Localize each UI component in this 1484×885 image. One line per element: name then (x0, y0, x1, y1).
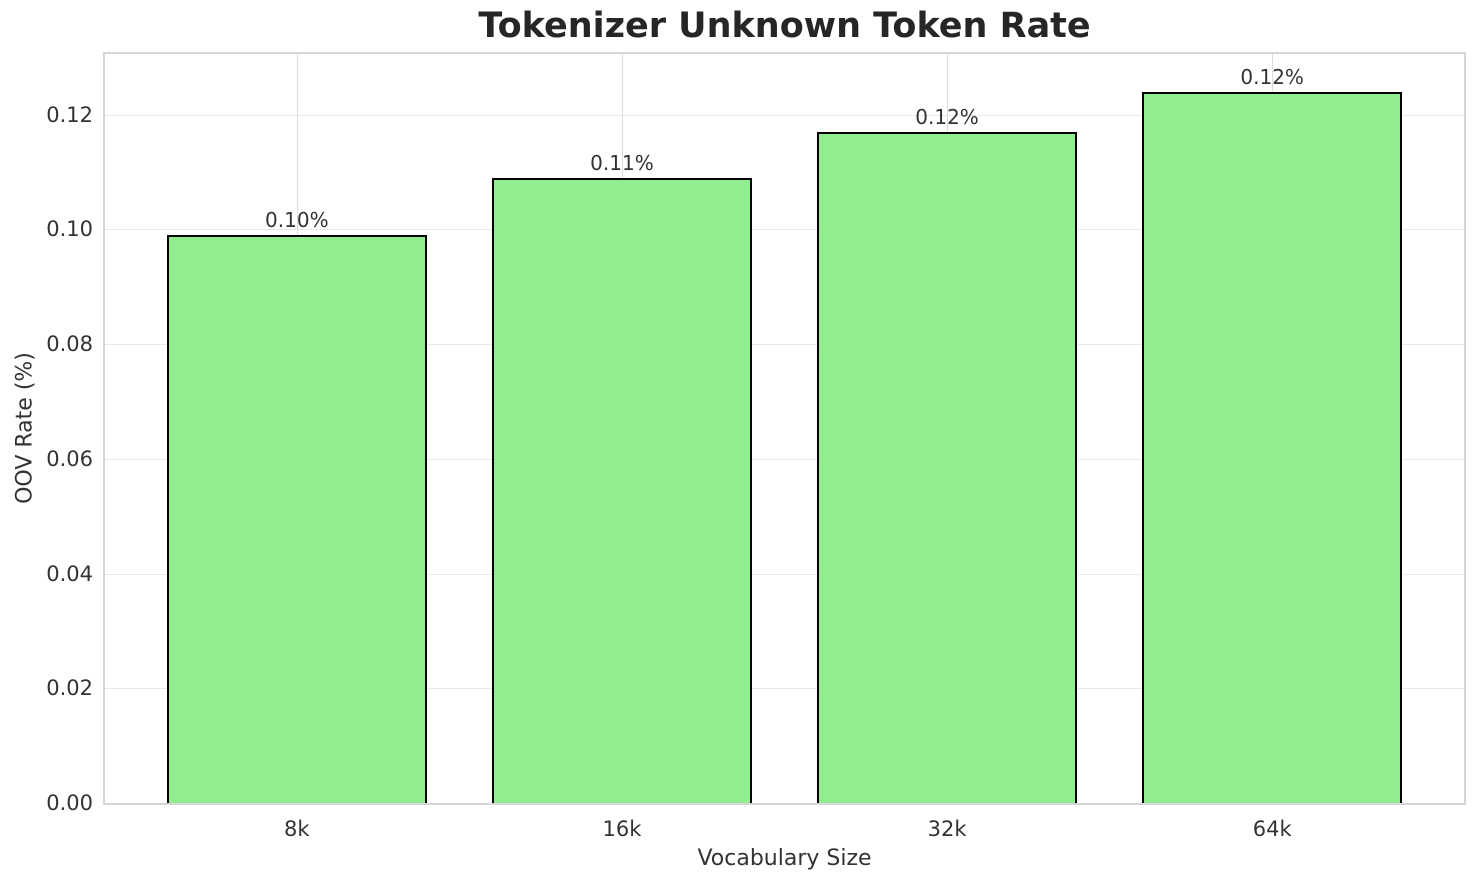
bar-value-label: 0.12% (1240, 64, 1304, 89)
y-gridline (105, 344, 1464, 346)
y-tick-label: 0.02 (46, 676, 93, 701)
bar-value-label: 0.10% (265, 208, 329, 233)
bar-value-label: 0.11% (590, 150, 654, 175)
y-gridline (105, 114, 1464, 116)
y-tick-label: 0.08 (46, 332, 93, 357)
x-tick-label: 8k (284, 817, 310, 841)
y-tick-label: 0.04 (46, 561, 93, 586)
bar-64k (1142, 91, 1403, 803)
x-axis-label: Vocabulary Size (697, 846, 872, 871)
y-tick-label: 0.06 (46, 446, 93, 471)
bar-32k (817, 132, 1078, 803)
bar-8k (166, 235, 427, 803)
y-tick-label: 0.00 (46, 791, 93, 815)
y-gridline (105, 688, 1464, 690)
bar-16k (491, 177, 752, 803)
y-axis-label: OOV Rate (%) (12, 352, 38, 504)
y-tick-label: 0.12 (46, 102, 93, 127)
plot-area (103, 52, 1466, 805)
x-tick-label: 16k (602, 817, 642, 841)
y-gridline (105, 573, 1464, 575)
y-gridline (105, 229, 1464, 231)
y-gridline (105, 458, 1464, 460)
x-tick-label: 64k (1252, 817, 1292, 841)
y-tick-label: 0.10 (46, 217, 93, 242)
chart-title: Tokenizer Unknown Token Rate (478, 6, 1091, 46)
bar-value-label: 0.12% (915, 104, 979, 129)
x-tick-label: 32k (927, 817, 967, 841)
